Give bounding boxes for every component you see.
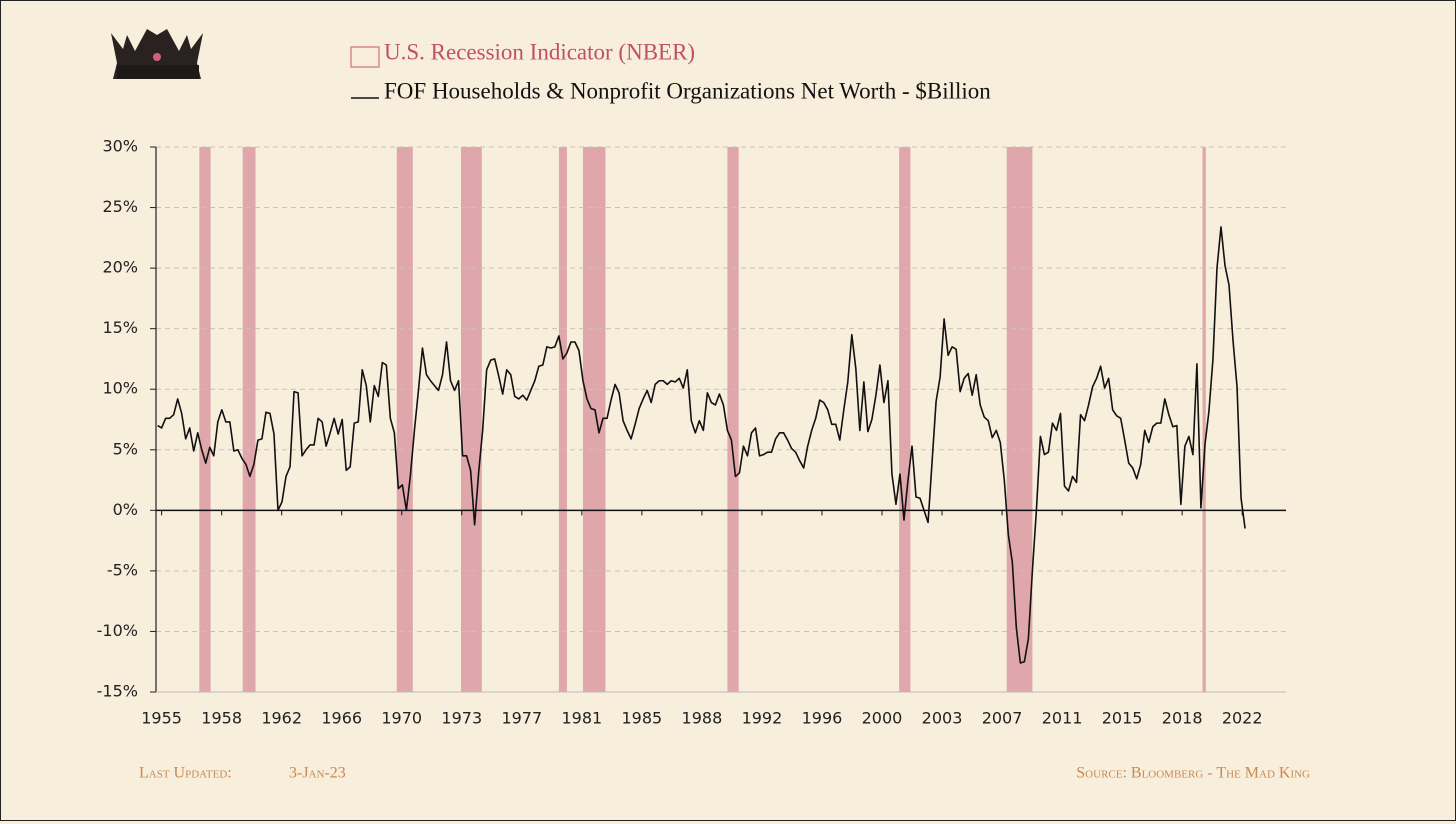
- y-tick-label: -10%: [97, 621, 138, 640]
- recession-band: [899, 147, 911, 692]
- x-tick-label: 1970: [381, 709, 422, 728]
- y-tick-label: 0%: [113, 500, 138, 519]
- y-tick-label: -5%: [107, 560, 138, 579]
- recession-band: [1202, 147, 1206, 692]
- data: [157, 226, 1246, 664]
- x-tick-label: 1958: [201, 709, 242, 728]
- x-tick-label: 1985: [622, 709, 663, 728]
- recession-band: [460, 147, 482, 692]
- x-tick-label: 1977: [501, 709, 542, 728]
- updated-date: 3-Jan-23: [289, 765, 346, 782]
- y-tick-label: 30%: [102, 137, 138, 156]
- x-tick-label: 1973: [441, 709, 482, 728]
- recession-band: [242, 147, 256, 692]
- x-tick-label: 2000: [862, 709, 903, 728]
- recession-band: [396, 147, 413, 692]
- recession-band: [582, 147, 606, 692]
- x-tick-label: 1966: [321, 709, 362, 728]
- y-tick-label: 25%: [102, 197, 138, 216]
- x-tick-label: 2003: [922, 709, 963, 728]
- x-tick-label: 2022: [1222, 709, 1263, 728]
- y-tick-label: 5%: [113, 439, 138, 458]
- legend-label: U.S. Recession Indicator (NBER): [384, 39, 695, 64]
- x-tick-label: 1996: [802, 709, 843, 728]
- y-tick-label: -15%: [97, 682, 138, 701]
- recession-band: [558, 147, 567, 692]
- source: Source: Bloomberg - The Mad King: [1076, 765, 1310, 782]
- x-tick-label: 1981: [561, 709, 602, 728]
- grid: [156, 146, 1286, 693]
- y-tick-label: 10%: [102, 379, 138, 398]
- legend-swatch-recession: [350, 46, 380, 68]
- crown-logo: [111, 29, 203, 79]
- y-tick-label: 20%: [102, 258, 138, 277]
- y-tick-label: 15%: [102, 318, 138, 337]
- x-tick-label: 2007: [982, 709, 1023, 728]
- x-tick-label: 1992: [742, 709, 783, 728]
- legend-label: FOF Households & Nonprofit Organizations…: [384, 78, 991, 103]
- recession-bands: [199, 147, 1206, 692]
- x-tick-label: 2011: [1042, 709, 1083, 728]
- x-tick-label: 2018: [1162, 709, 1203, 728]
- x-tick-label: 2015: [1102, 709, 1143, 728]
- x-tick-label: 1955: [141, 709, 182, 728]
- updated-label: Last Updated:: [139, 765, 232, 782]
- recession-band: [727, 147, 739, 692]
- series-line: [157, 226, 1246, 664]
- x-tick-label: 1988: [682, 709, 723, 728]
- x-tick-label: 1962: [261, 709, 302, 728]
- recession-band: [1006, 147, 1033, 692]
- recession-band: [199, 147, 211, 692]
